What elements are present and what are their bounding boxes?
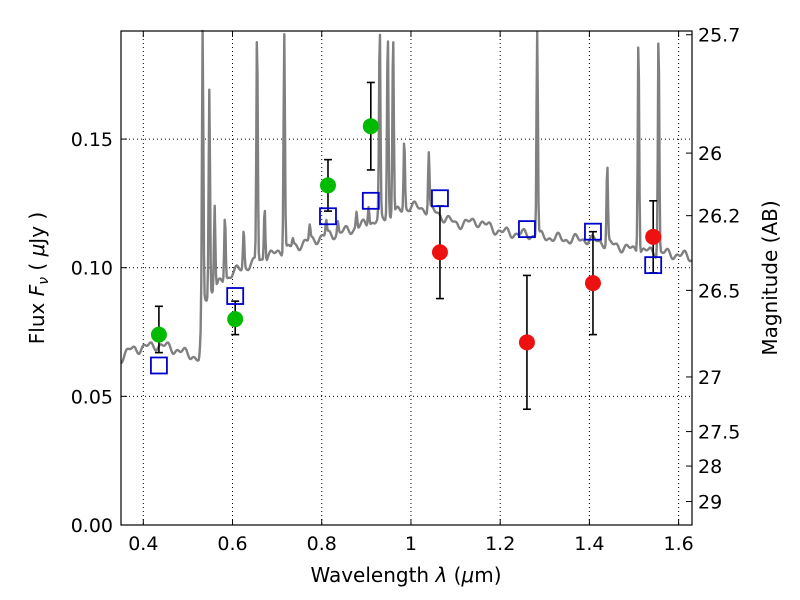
- observed-optical-marker: [362, 118, 379, 135]
- model-photometry-marker: [584, 222, 602, 241]
- marker-group: [150, 81, 663, 411]
- x-tick-label: 0.6: [217, 533, 247, 555]
- observed-optical-marker: [227, 311, 244, 328]
- magnitude-tick-label: 29: [698, 492, 722, 514]
- x-tick-label: 1.6: [664, 533, 694, 555]
- y-axis-label: Flux Fν ( μJy ): [25, 212, 52, 344]
- y-tick-label: 0.10: [71, 258, 113, 280]
- magnitude-axis-label: Magnitude (AB): [758, 200, 782, 355]
- magnitude-tick-label: 28: [698, 456, 722, 478]
- plot-frame: [120, 30, 693, 526]
- x-tick-label: 1.2: [485, 533, 515, 555]
- magnitude-tick-label: 26: [698, 143, 722, 165]
- model-photometry-marker: [361, 191, 380, 210]
- x-tick-label: 0.8: [307, 533, 337, 555]
- model-photometry-marker: [226, 287, 245, 305]
- x-axis-ticks: 0.4 0.6 0.8 1 1.2 1.4 1.6: [128, 31, 694, 555]
- observed-nir-marker: [518, 334, 535, 351]
- model-spectrum-line: [120, 29, 693, 365]
- observed-nir-marker: [584, 275, 601, 292]
- magnitude-axis-ticks: 25.7 26 26.2 26.5 27 27.5 28 29: [686, 25, 740, 514]
- magnitude-tick-label: 25.7: [698, 25, 740, 47]
- y-tick-label: 0.05: [71, 386, 113, 408]
- model-photometry-marker: [319, 207, 337, 226]
- y-tick-label: 0.00: [71, 515, 113, 537]
- observed-optical-marker: [150, 326, 167, 343]
- x-tick-label: 1.4: [574, 533, 604, 555]
- observed-nir-marker: [645, 228, 662, 245]
- model-photometry-marker: [644, 256, 663, 275]
- x-axis-label: Wavelength λ (μm): [310, 563, 501, 587]
- model-spectrum-group: [120, 29, 693, 365]
- model-photometry-marker: [150, 356, 168, 375]
- y-axis-ticks: 0.00 0.05 0.10 0.15: [71, 129, 127, 537]
- observed-optical-marker: [319, 177, 336, 194]
- model-photometry-marker: [431, 189, 449, 208]
- x-tick-label: 0.4: [128, 533, 158, 555]
- magnitude-tick-label: 27.5: [698, 422, 740, 444]
- magnitude-tick-label: 26.5: [698, 280, 740, 302]
- x-tick-label: 1: [405, 533, 417, 555]
- model-photometry-marker: [518, 220, 536, 239]
- observed-nir-marker: [431, 244, 448, 261]
- y-tick-label: 0.15: [71, 129, 113, 151]
- magnitude-tick-label: 27: [698, 367, 722, 389]
- magnitude-tick-label: 26.2: [698, 206, 740, 228]
